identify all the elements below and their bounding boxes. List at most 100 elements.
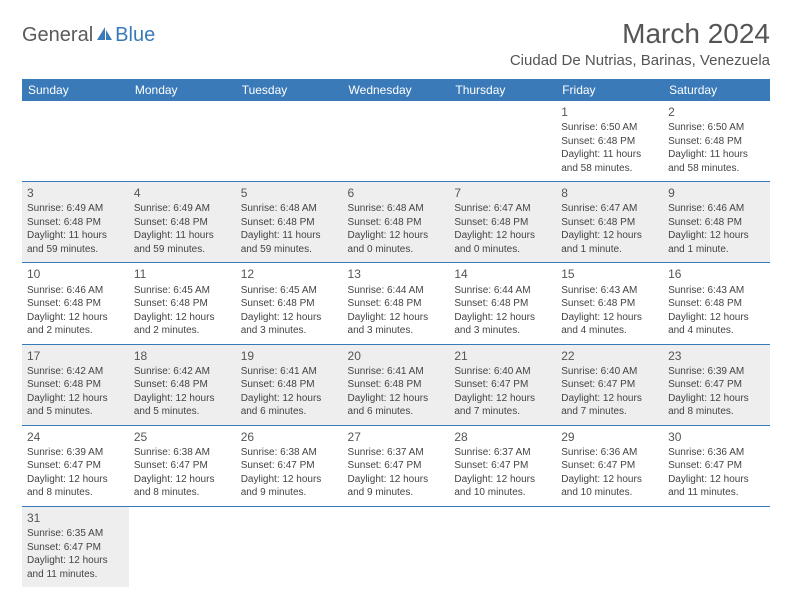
empty-cell [22, 101, 129, 182]
sunrise-text: Sunrise: 6:45 AM [134, 284, 231, 298]
sunrise-text: Sunrise: 6:49 AM [134, 202, 231, 216]
day-header: Tuesday [236, 79, 343, 101]
sunset-text: Sunset: 6:47 PM [241, 459, 338, 473]
day-cell: 30Sunrise: 6:36 AMSunset: 6:47 PMDayligh… [663, 425, 770, 506]
sunrise-text: Sunrise: 6:35 AM [27, 527, 124, 541]
daylight-text: Daylight: 12 hours and 2 minutes. [134, 311, 231, 338]
sunset-text: Sunset: 6:48 PM [241, 378, 338, 392]
sunset-text: Sunset: 6:47 PM [27, 459, 124, 473]
calendar-body: 1Sunrise: 6:50 AMSunset: 6:48 PMDaylight… [22, 101, 770, 587]
empty-cell [556, 506, 663, 587]
day-header: Saturday [663, 79, 770, 101]
day-cell: 6Sunrise: 6:48 AMSunset: 6:48 PMDaylight… [343, 182, 450, 263]
day-number: 13 [348, 266, 445, 282]
daylight-text: Daylight: 12 hours and 0 minutes. [454, 229, 551, 256]
day-number: 18 [134, 348, 231, 364]
daylight-text: Daylight: 12 hours and 8 minutes. [27, 473, 124, 500]
week-row: 3Sunrise: 6:49 AMSunset: 6:48 PMDaylight… [22, 182, 770, 263]
sunrise-text: Sunrise: 6:41 AM [348, 365, 445, 379]
sunrise-text: Sunrise: 6:49 AM [27, 202, 124, 216]
sunset-text: Sunset: 6:48 PM [561, 216, 658, 230]
day-cell: 15Sunrise: 6:43 AMSunset: 6:48 PMDayligh… [556, 263, 663, 344]
sunset-text: Sunset: 6:48 PM [454, 216, 551, 230]
sunrise-text: Sunrise: 6:40 AM [454, 365, 551, 379]
empty-cell [663, 506, 770, 587]
day-number: 26 [241, 429, 338, 445]
day-cell: 18Sunrise: 6:42 AMSunset: 6:48 PMDayligh… [129, 344, 236, 425]
day-number: 1 [561, 104, 658, 120]
day-cell: 25Sunrise: 6:38 AMSunset: 6:47 PMDayligh… [129, 425, 236, 506]
day-cell: 3Sunrise: 6:49 AMSunset: 6:48 PMDaylight… [22, 182, 129, 263]
daylight-text: Daylight: 12 hours and 7 minutes. [561, 392, 658, 419]
logo-text-general: General [22, 24, 93, 47]
sunset-text: Sunset: 6:48 PM [134, 297, 231, 311]
day-number: 10 [27, 266, 124, 282]
sunset-text: Sunset: 6:47 PM [454, 459, 551, 473]
day-cell: 17Sunrise: 6:42 AMSunset: 6:48 PMDayligh… [22, 344, 129, 425]
daylight-text: Daylight: 12 hours and 7 minutes. [454, 392, 551, 419]
day-number: 20 [348, 348, 445, 364]
day-number: 3 [27, 185, 124, 201]
daylight-text: Daylight: 12 hours and 6 minutes. [348, 392, 445, 419]
empty-cell [129, 101, 236, 182]
daylight-text: Daylight: 12 hours and 10 minutes. [454, 473, 551, 500]
day-cell: 14Sunrise: 6:44 AMSunset: 6:48 PMDayligh… [449, 263, 556, 344]
day-header: Monday [129, 79, 236, 101]
sunset-text: Sunset: 6:48 PM [348, 378, 445, 392]
daylight-text: Daylight: 12 hours and 0 minutes. [348, 229, 445, 256]
day-cell: 12Sunrise: 6:45 AMSunset: 6:48 PMDayligh… [236, 263, 343, 344]
sunrise-text: Sunrise: 6:44 AM [348, 284, 445, 298]
calendar-header-row: SundayMondayTuesdayWednesdayThursdayFrid… [22, 79, 770, 101]
day-number: 2 [668, 104, 765, 120]
day-number: 27 [348, 429, 445, 445]
day-cell: 4Sunrise: 6:49 AMSunset: 6:48 PMDaylight… [129, 182, 236, 263]
day-cell: 22Sunrise: 6:40 AMSunset: 6:47 PMDayligh… [556, 344, 663, 425]
day-cell: 28Sunrise: 6:37 AMSunset: 6:47 PMDayligh… [449, 425, 556, 506]
sunset-text: Sunset: 6:48 PM [561, 135, 658, 149]
day-number: 16 [668, 266, 765, 282]
location-text: Ciudad De Nutrias, Barinas, Venezuela [510, 52, 770, 69]
sunset-text: Sunset: 6:47 PM [561, 459, 658, 473]
day-number: 6 [348, 185, 445, 201]
daylight-text: Daylight: 12 hours and 11 minutes. [668, 473, 765, 500]
day-header: Thursday [449, 79, 556, 101]
day-number: 23 [668, 348, 765, 364]
day-number: 29 [561, 429, 658, 445]
day-cell: 21Sunrise: 6:40 AMSunset: 6:47 PMDayligh… [449, 344, 556, 425]
sunrise-text: Sunrise: 6:50 AM [561, 121, 658, 135]
day-number: 19 [241, 348, 338, 364]
sunrise-text: Sunrise: 6:48 AM [241, 202, 338, 216]
day-number: 12 [241, 266, 338, 282]
logo: General Blue [22, 24, 155, 47]
sunset-text: Sunset: 6:47 PM [668, 378, 765, 392]
day-number: 7 [454, 185, 551, 201]
empty-cell [449, 506, 556, 587]
sunrise-text: Sunrise: 6:42 AM [134, 365, 231, 379]
day-cell: 27Sunrise: 6:37 AMSunset: 6:47 PMDayligh… [343, 425, 450, 506]
empty-cell [236, 101, 343, 182]
sunset-text: Sunset: 6:48 PM [27, 216, 124, 230]
sunrise-text: Sunrise: 6:43 AM [561, 284, 658, 298]
day-cell: 10Sunrise: 6:46 AMSunset: 6:48 PMDayligh… [22, 263, 129, 344]
sunset-text: Sunset: 6:48 PM [348, 297, 445, 311]
daylight-text: Daylight: 12 hours and 5 minutes. [27, 392, 124, 419]
day-number: 24 [27, 429, 124, 445]
sunrise-text: Sunrise: 6:48 AM [348, 202, 445, 216]
sunset-text: Sunset: 6:48 PM [27, 297, 124, 311]
sunrise-text: Sunrise: 6:45 AM [241, 284, 338, 298]
day-cell: 23Sunrise: 6:39 AMSunset: 6:47 PMDayligh… [663, 344, 770, 425]
sunset-text: Sunset: 6:48 PM [454, 297, 551, 311]
sunrise-text: Sunrise: 6:47 AM [454, 202, 551, 216]
daylight-text: Daylight: 12 hours and 3 minutes. [241, 311, 338, 338]
daylight-text: Daylight: 12 hours and 4 minutes. [668, 311, 765, 338]
month-title: March 2024 [510, 18, 770, 50]
week-row: 1Sunrise: 6:50 AMSunset: 6:48 PMDaylight… [22, 101, 770, 182]
day-number: 17 [27, 348, 124, 364]
logo-sail-icon [93, 24, 114, 47]
sunset-text: Sunset: 6:47 PM [454, 378, 551, 392]
sunset-text: Sunset: 6:47 PM [348, 459, 445, 473]
week-row: 31Sunrise: 6:35 AMSunset: 6:47 PMDayligh… [22, 506, 770, 587]
sunset-text: Sunset: 6:48 PM [561, 297, 658, 311]
header: General Blue March 2024 Ciudad De Nutria… [22, 18, 770, 69]
week-row: 10Sunrise: 6:46 AMSunset: 6:48 PMDayligh… [22, 263, 770, 344]
